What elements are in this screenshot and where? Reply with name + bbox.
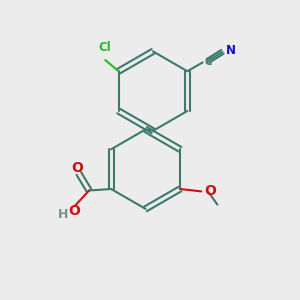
Text: N: N [226,44,236,56]
Text: C: C [205,57,212,67]
Text: O: O [68,204,80,218]
Text: O: O [71,161,82,175]
Text: H: H [57,208,68,220]
Text: Cl: Cl [98,40,111,54]
Text: O: O [205,184,217,198]
